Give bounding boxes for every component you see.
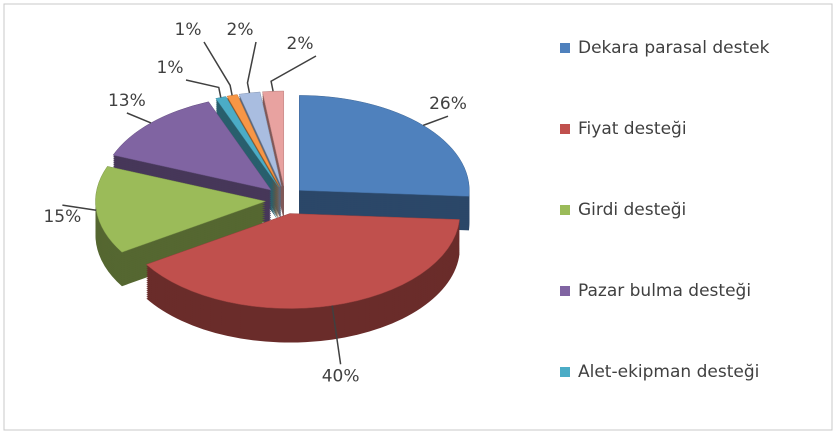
leader-line: [62, 204, 97, 211]
data-label: 15%: [43, 207, 81, 227]
legend-label: Fiyat desteği: [578, 119, 687, 139]
data-label: 1%: [157, 58, 184, 78]
legend-swatch: [560, 367, 570, 377]
data-label: 40%: [322, 366, 360, 386]
leader-line: [422, 115, 449, 127]
slice: [238, 91, 282, 187]
slice-side: [215, 106, 279, 197]
legend-swatch: [560, 286, 570, 296]
legend-label: Girdi desteği: [578, 200, 686, 220]
slice: [299, 95, 470, 197]
data-label: 1%: [175, 20, 202, 40]
slice-side: [226, 96, 280, 189]
slice: [215, 96, 279, 187]
data-label: 2%: [287, 34, 314, 54]
leader-line: [246, 41, 257, 94]
leader-line: [126, 112, 152, 124]
legend-label: Pazar bulma desteği: [578, 281, 751, 301]
data-label: 13%: [108, 91, 146, 111]
slice-side: [215, 98, 279, 189]
slice-side: [215, 108, 279, 199]
legend-swatch: [560, 205, 570, 215]
data-label: 2%: [227, 20, 254, 40]
slice-side: [215, 102, 279, 193]
legend-label: Alet-ekipman desteği: [578, 362, 759, 382]
leader-line: [203, 41, 233, 96]
slice-side: [215, 100, 279, 191]
leader-line: [185, 79, 222, 98]
leader-line: [270, 55, 317, 92]
slice: [112, 101, 272, 191]
slice-side: [239, 95, 282, 191]
legend-swatch: [560, 43, 570, 53]
legend-swatch: [560, 124, 570, 134]
slice: [95, 166, 267, 253]
data-label: 26%: [429, 94, 467, 114]
legend-label: Dekara parasal destek: [578, 38, 770, 58]
slice-side: [215, 104, 279, 195]
leader-line: [331, 305, 342, 365]
